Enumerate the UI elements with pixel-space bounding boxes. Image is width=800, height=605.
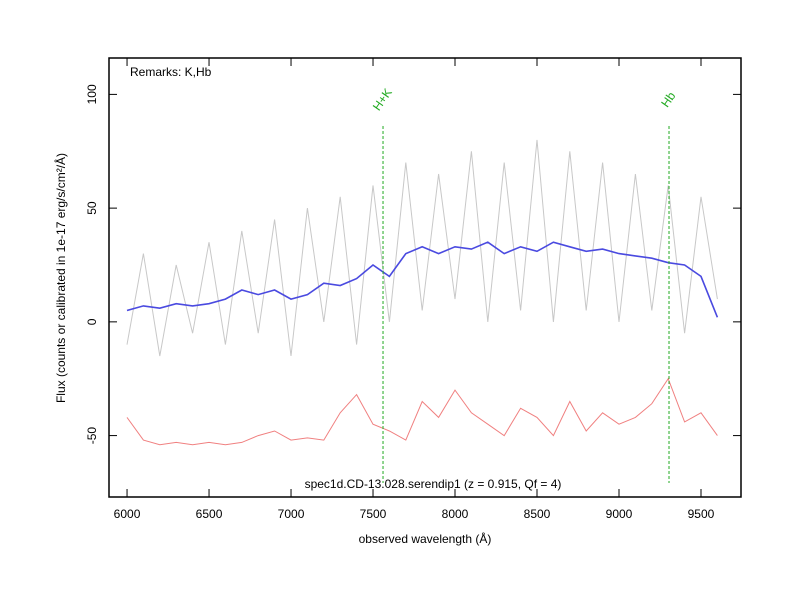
x-tick-label: 8000 [442, 507, 469, 521]
x-tick-label: 9000 [606, 507, 633, 521]
y-tick-label: 0 [85, 318, 99, 325]
series-line [126, 241, 719, 318]
series-line [126, 377, 718, 446]
x-tick-label: 7500 [360, 507, 387, 521]
x-tick-label: 6000 [114, 507, 141, 521]
y-tick-label: 50 [85, 201, 99, 215]
y-tick-label: 100 [85, 84, 99, 104]
x-tick-label: 9500 [688, 507, 715, 521]
x-tick-label: 7000 [278, 507, 305, 521]
caption: spec1d.CD-13.028.serendip1 (z = 0.915, Q… [305, 477, 562, 491]
remark: Remarks: K,Hb [130, 65, 212, 79]
series-line [126, 139, 718, 357]
x-tick-label: 8500 [524, 507, 551, 521]
x-tick-label: 6500 [196, 507, 223, 521]
x-axis-label: observed wavelength (Å) [359, 531, 492, 546]
y-axis-label: Flux (counts or calibrated in 1e-17 erg/… [53, 153, 68, 403]
y-tick-label: -50 [85, 427, 99, 445]
plot-frame [108, 57, 742, 498]
